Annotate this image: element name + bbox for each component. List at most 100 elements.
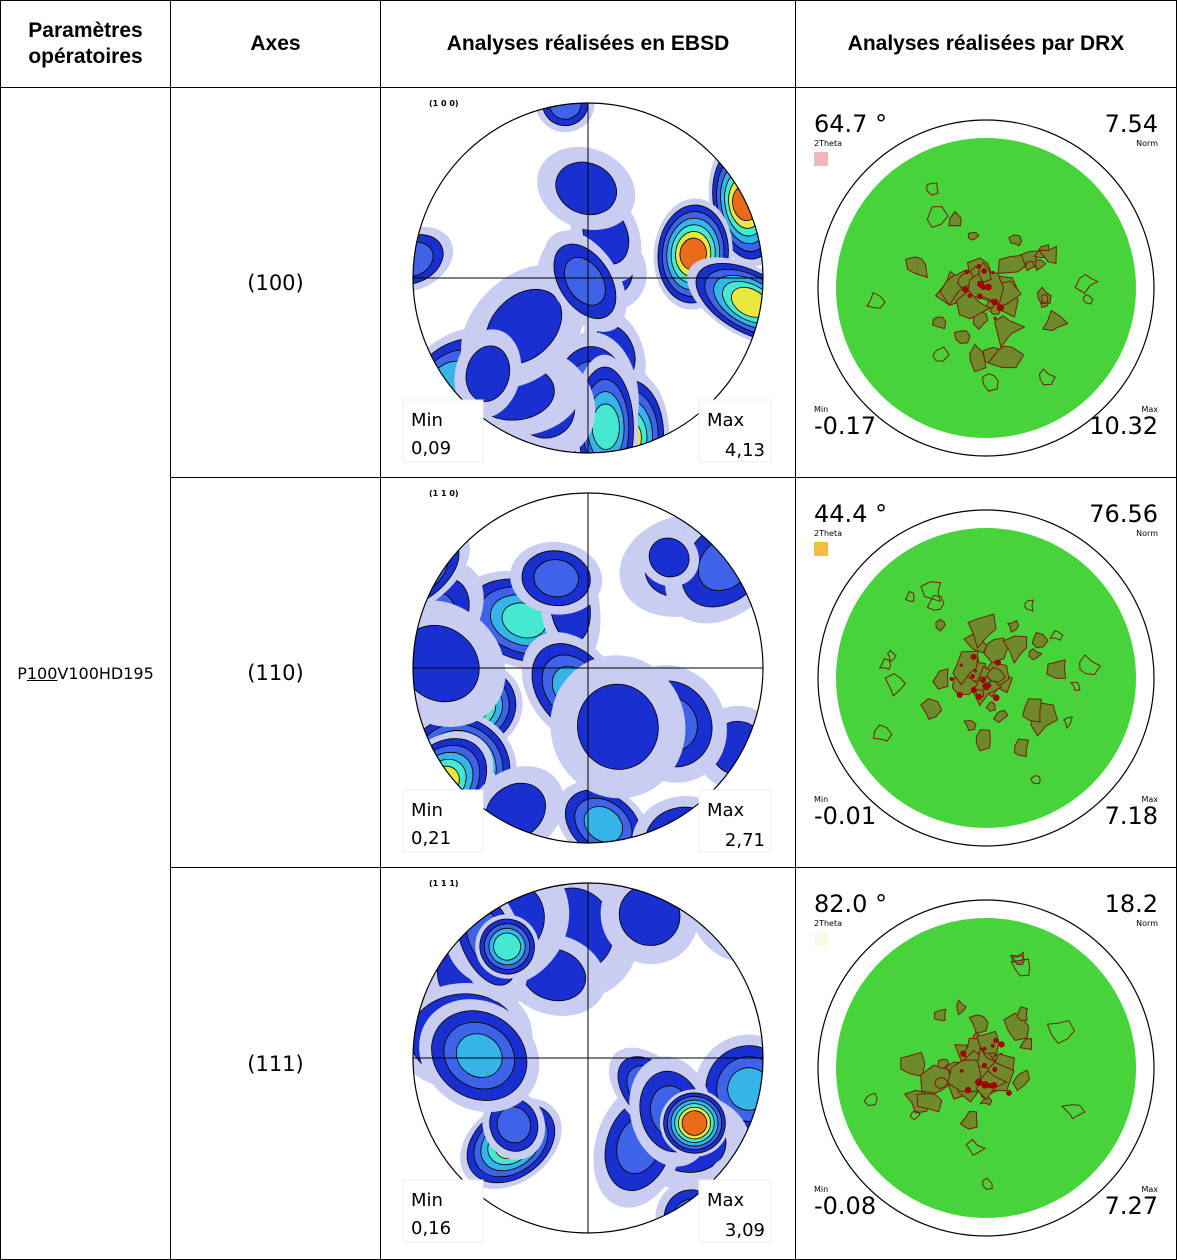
contour xyxy=(1012,1069,1031,1092)
contour xyxy=(1002,635,1028,664)
min-value: 0,09 xyxy=(411,438,451,459)
contour xyxy=(967,613,997,649)
blobs xyxy=(413,883,763,1233)
max-label: Max xyxy=(1141,795,1158,804)
max-value: 7.18 xyxy=(1105,802,1158,830)
contour xyxy=(648,537,690,578)
contour xyxy=(1007,619,1020,633)
contour xyxy=(1082,293,1094,305)
contour xyxy=(981,373,999,392)
color-swatch xyxy=(814,152,828,166)
pole-label: (1 1 0) xyxy=(429,489,459,498)
peak xyxy=(998,1041,1005,1048)
header-cell: Analyses réalisées en EBSD xyxy=(381,1,795,87)
contour xyxy=(987,345,1025,369)
peak xyxy=(991,298,999,306)
contour xyxy=(866,291,886,309)
angle-value: 44.4 ° xyxy=(814,500,887,528)
pole-label: (1 1 1) xyxy=(429,879,459,888)
min-label: Min xyxy=(814,405,828,414)
max-label: Max xyxy=(1141,1185,1158,1194)
contour xyxy=(1019,1038,1032,1051)
header-cell: Analyses réalisées par DRX xyxy=(796,1,1176,87)
contour xyxy=(583,806,623,843)
contour xyxy=(884,673,906,697)
contour xyxy=(591,403,620,450)
contour xyxy=(1063,716,1073,730)
max-value: 2,71 xyxy=(725,830,765,851)
contour xyxy=(1024,260,1036,272)
angle-label: 2Theta xyxy=(814,919,842,928)
peak xyxy=(976,263,981,269)
contour xyxy=(886,649,897,663)
peak xyxy=(993,316,997,320)
color-swatch xyxy=(814,542,828,556)
contour xyxy=(1010,958,1031,977)
header-text: Axes xyxy=(250,31,301,55)
contour xyxy=(1046,659,1067,679)
contour xyxy=(982,1177,993,1190)
contour xyxy=(973,310,989,331)
contour xyxy=(932,668,949,690)
contour xyxy=(1041,309,1069,332)
norm-value: 18.2 xyxy=(1105,890,1158,918)
contour xyxy=(926,206,949,229)
max-label: Max xyxy=(1141,405,1158,414)
text: V100HD195 xyxy=(57,664,154,683)
pole-outline xyxy=(412,882,764,1234)
norm-label: Norm xyxy=(1136,919,1158,928)
peak xyxy=(975,1078,983,1086)
contour xyxy=(959,1110,978,1130)
parameter-cell: P100V100HD195 xyxy=(1,88,170,1259)
contour xyxy=(1031,631,1049,649)
contour xyxy=(948,211,962,227)
min-label: Min xyxy=(411,800,443,821)
underlined-text: 100 xyxy=(26,664,58,683)
min-box xyxy=(402,1179,484,1243)
min-label: Min xyxy=(814,795,828,804)
text: P xyxy=(17,664,27,683)
contour xyxy=(969,343,987,373)
contour xyxy=(967,231,980,241)
drx-cell: 82.0 ° 2Theta 18.2 Norm Min -0.08 Max 7.27 xyxy=(796,868,1176,1259)
peak xyxy=(1006,1090,1012,1096)
contour xyxy=(926,594,945,611)
contour xyxy=(997,254,1027,274)
parameter-text: P100V100HD195 xyxy=(17,664,154,683)
contour xyxy=(935,618,946,632)
min-value: -0.08 xyxy=(814,1192,876,1220)
peak xyxy=(959,663,963,667)
contour xyxy=(577,683,659,770)
min-label: Min xyxy=(814,1185,828,1194)
contour xyxy=(905,590,915,602)
max-value: 3,09 xyxy=(725,1220,765,1241)
peak xyxy=(981,1080,989,1089)
contour xyxy=(878,657,892,670)
peak xyxy=(982,682,990,691)
peak xyxy=(990,1043,995,1048)
contour xyxy=(905,256,928,279)
contour xyxy=(965,1138,986,1156)
header-text: Analyses réalisées par DRX xyxy=(847,31,1125,55)
ebsd-pole-figure: (1 1 0) Min 0,21 Max 2,71 xyxy=(402,489,772,853)
max-box xyxy=(698,789,772,853)
contour xyxy=(1016,1006,1028,1022)
peak xyxy=(960,1050,967,1057)
header-cell: Axes xyxy=(171,1,380,87)
axis-label: (111) xyxy=(247,1051,304,1076)
contour xyxy=(493,932,522,961)
axis-cell: (110) xyxy=(171,478,380,867)
contour xyxy=(926,182,939,196)
pole-outline xyxy=(412,102,764,454)
peak xyxy=(982,1046,987,1051)
peak xyxy=(982,678,987,683)
contour xyxy=(956,999,967,1016)
ebsd-pole-figure: (1 1 1) Min 0,16 Max 3,09 xyxy=(402,879,772,1243)
max-value: 4,13 xyxy=(725,440,765,461)
axis-label: (110) xyxy=(247,660,304,685)
contour xyxy=(1014,738,1030,757)
contour xyxy=(1010,951,1025,964)
contour xyxy=(933,1008,947,1021)
